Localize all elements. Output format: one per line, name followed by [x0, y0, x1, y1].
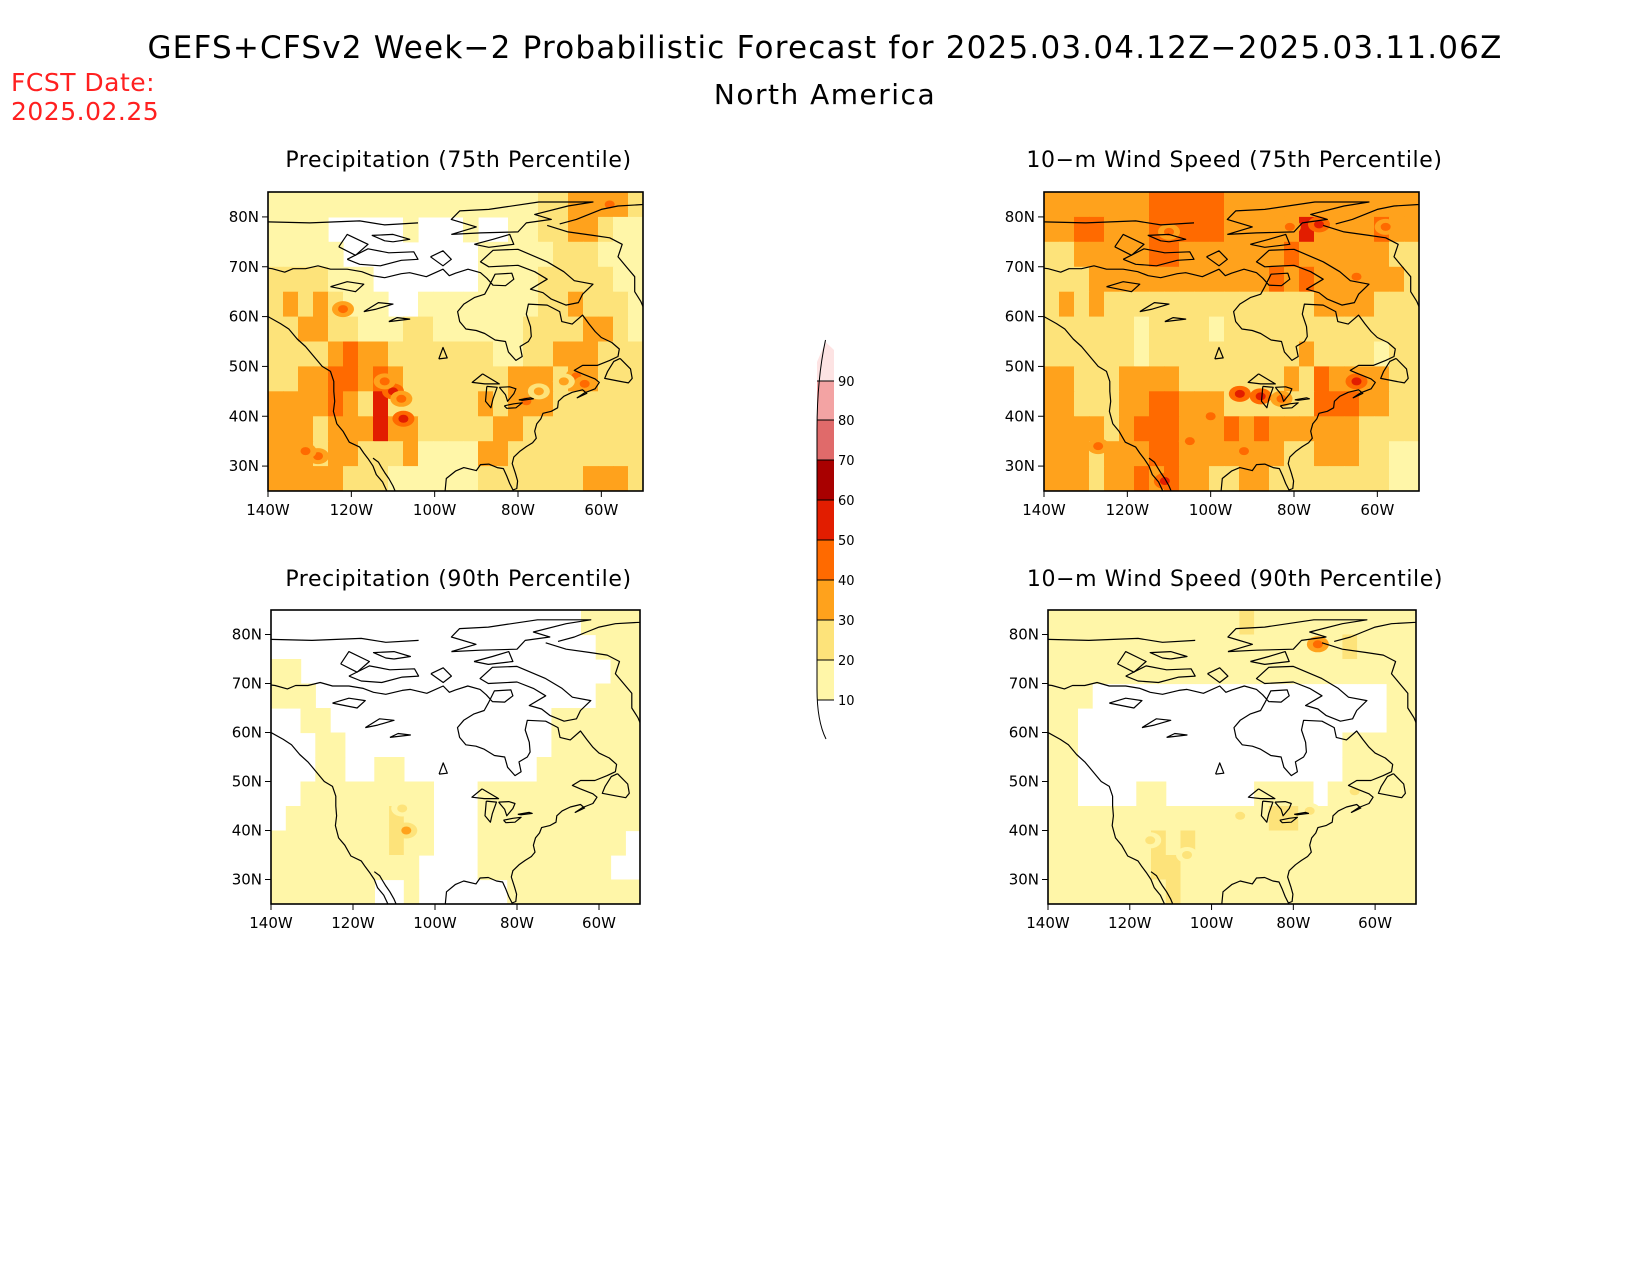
lat-tick-label: 40N	[1005, 407, 1035, 425]
colorbar-swatch	[817, 540, 834, 580]
lat-tick-label: 80N	[1009, 626, 1039, 644]
lat-tick-label: 70N	[1005, 258, 1035, 276]
lat-tick-label: 60N	[229, 308, 259, 326]
lon-tick-label: 120W	[330, 501, 374, 519]
panel-title: 10−m Wind Speed (90th Percentile)	[1027, 567, 1443, 592]
colorbar-level-label: 60	[838, 494, 855, 509]
panel-title: Precipitation (90th Percentile)	[285, 567, 631, 592]
lon-tick-label: 100W	[413, 501, 457, 519]
coastline	[1044, 201, 1419, 491]
lat-tick-label: 50N	[229, 357, 259, 375]
lon-tick-label: 100W	[413, 914, 457, 932]
lat-tick-label: 60N	[1005, 308, 1035, 326]
lon-tick-label: 80W	[501, 501, 535, 519]
colorbar-swatch	[817, 460, 834, 500]
map-panel-precip90: 30N 40N 50N 60N 70N 80N 140W 120W 100W 80W 60W Prec…	[232, 567, 641, 932]
panel-title: Precipitation (75th Percentile)	[285, 148, 631, 173]
lat-tick-label: 70N	[1009, 675, 1039, 693]
colorbar-swatch	[817, 660, 834, 700]
lon-tick-label: 80W	[1276, 914, 1310, 932]
lon-tick-label: 140W	[246, 501, 290, 519]
panel-title: 10−m Wind Speed (75th Percentile)	[1026, 148, 1442, 173]
lat-tick-label: 80N	[1005, 208, 1035, 226]
lat-tick-label: 50N	[232, 773, 262, 791]
colorbar-swatch	[817, 381, 834, 420]
lat-tick-label: 40N	[229, 407, 259, 425]
map-frame	[1047, 609, 1417, 905]
lon-tick-label: 60W	[1358, 914, 1392, 932]
map-panel-precip75: 30N 40N 50N 60N 70N 80N 140W 120W 100W 80W 60W Prec…	[229, 148, 644, 519]
probability-shading	[1044, 192, 1419, 491]
lat-tick-label: 60N	[232, 724, 262, 742]
lat-tick-label: 30N	[229, 457, 259, 475]
lat-tick-label: 40N	[232, 822, 262, 840]
colorbar-level-label: 40	[838, 574, 855, 589]
colorbar-swatch	[817, 342, 834, 381]
colorbar-level-label: 70	[838, 454, 855, 469]
map-frame	[1043, 191, 1420, 492]
lon-tick-label: 80W	[1277, 501, 1311, 519]
colorbar-level-label: 80	[838, 414, 855, 429]
lat-tick-label: 50N	[1009, 773, 1039, 791]
colorbar-level-label: 50	[838, 534, 855, 549]
colorbar-swatch	[817, 620, 834, 660]
lon-tick-label: 100W	[1189, 501, 1233, 519]
forecast-date-value: 2025.02.25	[11, 97, 160, 126]
forecast-date: FCST Date: 2025.02.25	[11, 68, 159, 126]
lon-tick-label: 120W	[1108, 914, 1152, 932]
lat-tick-label: 60N	[1009, 724, 1039, 742]
map-frame	[267, 191, 644, 492]
lat-tick-label: 50N	[1005, 357, 1035, 375]
colorbar-level-label: 20	[838, 654, 855, 669]
lat-tick-label: 40N	[1009, 822, 1039, 840]
colorbar-level-label: 30	[838, 614, 855, 629]
colorbar: 90 80 70 60 50 40 30 20 10	[816, 339, 855, 740]
lat-tick-label: 30N	[1009, 871, 1039, 889]
lon-tick-label: 60W	[584, 501, 618, 519]
lat-tick-label: 30N	[232, 871, 262, 889]
lon-tick-label: 100W	[1190, 914, 1234, 932]
coastline	[271, 619, 640, 904]
lat-tick-label: 70N	[229, 258, 259, 276]
probability-shading	[268, 192, 643, 491]
map-panel-wind75: 30N 40N 50N 60N 70N 80N 140W 120W 100W 80W 60W 10−m…	[1005, 148, 1442, 519]
main-title: GEFS+CFSv2 Week−2 Probabilistic Forecast…	[147, 30, 1503, 66]
colorbar-swatch	[817, 420, 834, 460]
lon-tick-label: 120W	[1106, 501, 1150, 519]
lon-tick-label: 140W	[1022, 501, 1066, 519]
lat-tick-label: 80N	[229, 208, 259, 226]
region-subtitle: North America	[713, 78, 937, 111]
forecast-date-label: FCST Date:	[11, 68, 156, 97]
probability-shading	[1048, 610, 1416, 904]
colorbar-swatch	[817, 500, 834, 540]
lon-tick-label: 80W	[500, 914, 534, 932]
lon-tick-label: 60W	[582, 914, 616, 932]
lat-tick-label: 80N	[232, 626, 262, 644]
colorbar-level-label: 90	[838, 375, 855, 390]
lon-tick-label: 120W	[331, 914, 375, 932]
lon-tick-label: 60W	[1360, 501, 1394, 519]
map-frame	[270, 609, 641, 905]
colorbar-level-label: 10	[838, 694, 855, 709]
lat-tick-label: 30N	[1005, 457, 1035, 475]
coastline	[268, 201, 643, 491]
probability-shading	[271, 610, 640, 904]
lon-tick-label: 140W	[1026, 914, 1070, 932]
lon-tick-label: 140W	[249, 914, 293, 932]
map-panel-wind90: 30N 40N 50N 60N 70N 80N 140W 120W 100W 80W 60W 10−m…	[1009, 567, 1443, 932]
coastline	[1048, 619, 1416, 904]
colorbar-swatch	[817, 580, 834, 620]
lat-tick-label: 70N	[232, 675, 262, 693]
